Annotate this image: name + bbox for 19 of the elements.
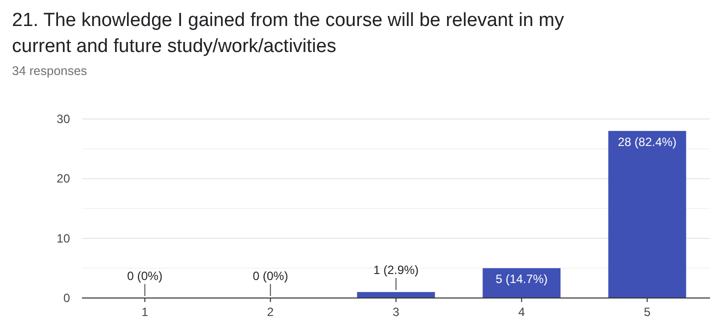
x-tick-label: 4 [518, 305, 526, 319]
bar [608, 130, 686, 298]
data-label: 5 (14.7%) [496, 272, 548, 286]
y-tick-label: 10 [56, 231, 70, 246]
data-label: 28 (82.4%) [618, 134, 677, 149]
data-label: 1 (2.9%) [373, 263, 419, 278]
bar [482, 268, 561, 298]
bar [357, 292, 435, 298]
x-tick-label: 1 [141, 305, 148, 319]
y-tick-label: 20 [56, 172, 70, 186]
data-label: 0 (0%) [252, 269, 288, 283]
y-tick-label: 0 [63, 291, 70, 305]
y-tick-label: 30 [56, 112, 70, 126]
x-tick-label: 2 [267, 305, 274, 319]
chart-title: 21. The knowledge I gained from the course will be relevant in my current and future study/work/activities [12, 10, 564, 57]
chart-subtitle: 34 responses [12, 64, 88, 78]
x-tick-label: 3 [392, 305, 400, 319]
x-tick-label: 5 [644, 305, 651, 319]
data-label: 0 (0%) [127, 269, 162, 283]
